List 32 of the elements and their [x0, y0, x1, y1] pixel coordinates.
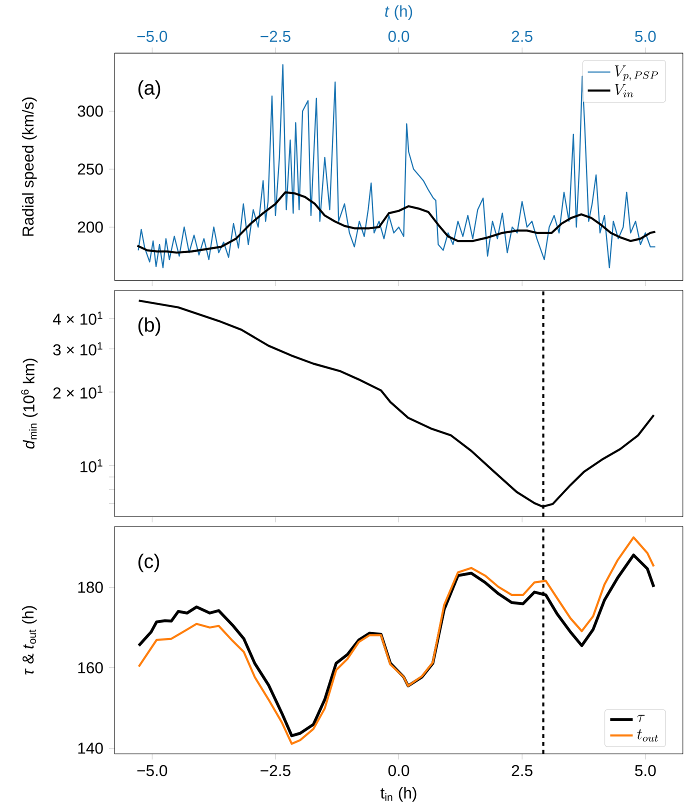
- legend-label: $V_{p,\,PSP}$: [614, 66, 658, 81]
- annotation: (b): [138, 317, 160, 336]
- y-tick-label: 3 × 10$^{1}$: [53, 342, 102, 356]
- legend-label: $V_{in}$: [614, 84, 634, 98]
- y-tick-label: 4 × 10$^{1}$: [53, 312, 102, 325]
- x2-tick-label: 2.5: [512, 30, 533, 42]
- y-axis-title: Radial speed (km/s): [22, 98, 37, 236]
- legend-label: $t_{out}$: [637, 729, 658, 742]
- x-tick-label: 0.0: [388, 765, 410, 776]
- legend-label: $\tau$: [637, 714, 645, 722]
- x-tick-label: −5.0: [137, 765, 168, 776]
- y-tick-label: 180: [78, 582, 103, 593]
- annotation: (c): [138, 554, 160, 572]
- x2-tick-label: 5.0: [635, 30, 656, 42]
- y-axis-title: d$_{min}$ (10$^{6}$ km): [21, 358, 38, 449]
- y-tick-label: 2 × 10$^{1}$: [53, 385, 102, 399]
- y-tick-label: 140: [78, 742, 103, 754]
- x2-tick-label: 0.0: [388, 30, 410, 42]
- y-tick-label: 200: [78, 222, 103, 233]
- annotation: (a): [138, 80, 160, 99]
- x2-tick-label: −5.0: [137, 30, 168, 42]
- y-tick-label: 10$^{1}$: [80, 459, 102, 472]
- x-tick-label: 5.0: [635, 765, 656, 776]
- x2-axis-title: t (h): [385, 5, 412, 20]
- y-axis-title: τ & t$_{out}$ (h): [22, 606, 37, 675]
- y-tick-label: 300: [78, 106, 103, 117]
- y-tick-label: 160: [78, 662, 103, 674]
- x-tick-label: 2.5: [512, 765, 533, 776]
- y-tick-label: 250: [78, 164, 103, 175]
- x2-tick-label: −2.5: [260, 30, 290, 42]
- x-axis-title: t$_{in}$ (h): [380, 787, 416, 802]
- x-tick-label: −2.5: [260, 765, 290, 776]
